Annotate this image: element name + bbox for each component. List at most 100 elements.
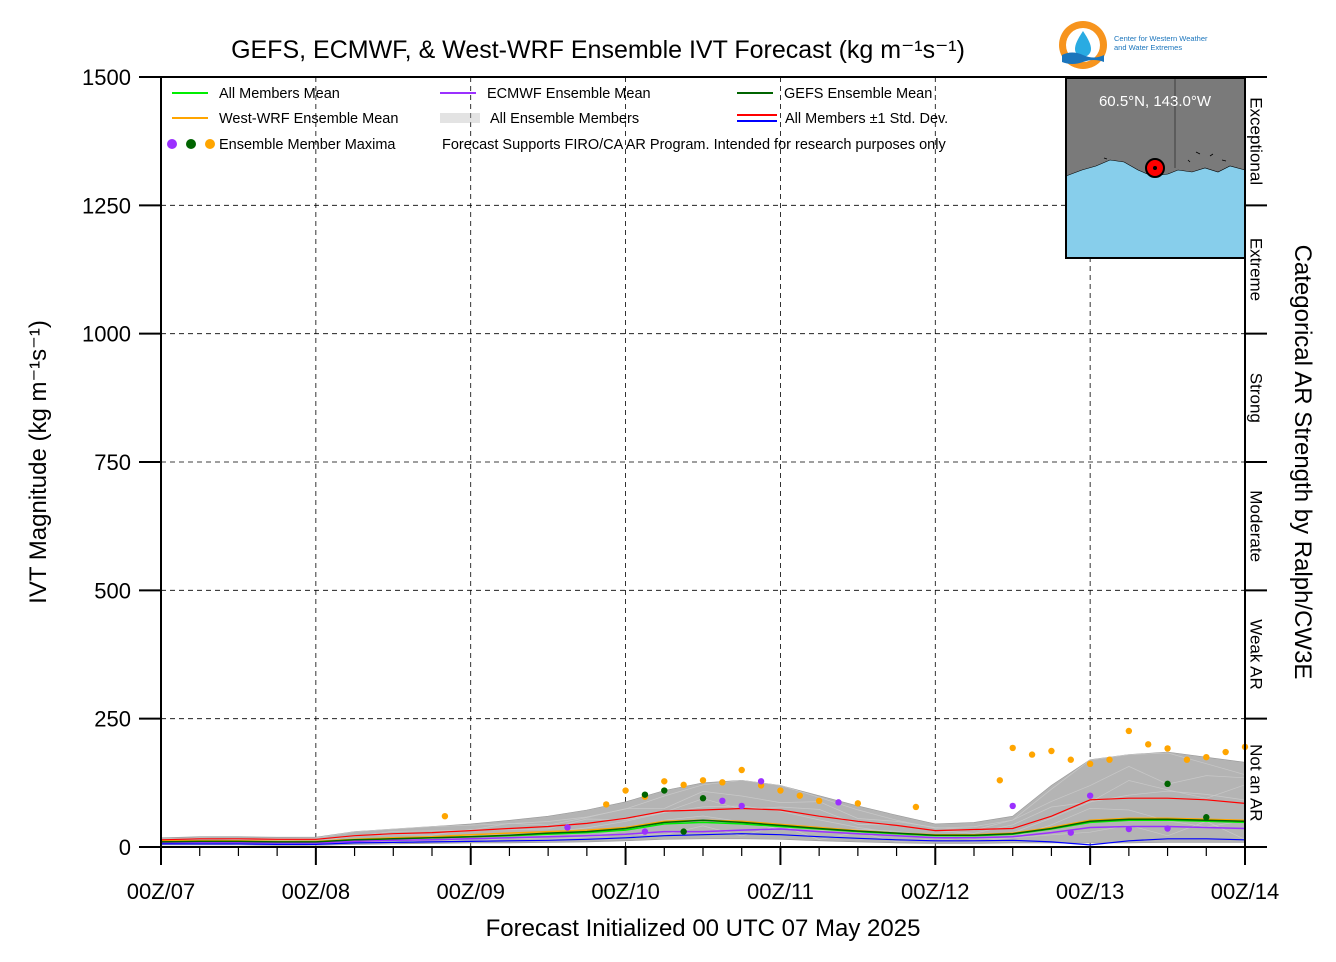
category-label: Strong: [1247, 373, 1266, 423]
maxima-point-west-wrf: [854, 800, 862, 807]
maxima-point-west-wrf: [1086, 760, 1094, 768]
legend-item-west-wrf-ensemble-mean: West-WRF Ensemble Mean: [172, 111, 398, 127]
series-line-gefs-ensemble-mean: [160, 818, 1246, 843]
maxima-point-gefs: [641, 791, 649, 798]
x-tick-label: 00Z/13: [1056, 879, 1125, 904]
x-tick-label: 00Z/12: [901, 879, 970, 904]
logo-wave: [1062, 52, 1104, 64]
inset-coords-label: 60.5°N, 143.0°W: [1099, 93, 1212, 110]
legend-item-all-members-mean: All Members Mean: [172, 86, 340, 102]
legend-item-ecmwf-ensemble-mean: ECMWF Ensemble Mean: [440, 86, 651, 102]
category-label: Exceptional: [1247, 97, 1266, 185]
logo-text-1: Center for Western Weather: [1114, 34, 1208, 43]
maxima-point-west-wrf: [622, 787, 629, 794]
y-tick-label: 750: [94, 450, 131, 475]
maxima-point-ecmwf: [1164, 825, 1171, 832]
maxima-point-west-wrf: [1164, 745, 1171, 752]
chart-title: GEFS, ECMWF, & West-WRF Ensemble IVT For…: [231, 36, 965, 64]
maxima-point-ecmwf: [835, 799, 842, 806]
maxima-point-west-wrf: [912, 803, 920, 811]
maxima-point-gefs: [661, 787, 668, 794]
legend: All Members Mean ECMWF Ensemble Mean GEFS …: [167, 86, 948, 153]
maxima-point-west-wrf: [815, 797, 823, 804]
maxima-point-west-wrf: [719, 779, 726, 786]
maxima-point-ecmwf: [738, 802, 745, 810]
y-tick-label: 1500: [82, 65, 131, 90]
legend-swatch-dot: [205, 139, 215, 149]
category-label: Not an AR: [1247, 744, 1266, 822]
logo-text-2: and Water Extremes: [1114, 43, 1182, 52]
logo-drop: [1075, 31, 1091, 57]
inset-location-dot: [1153, 166, 1157, 170]
maxima-point-west-wrf: [699, 777, 707, 784]
maxima-point-west-wrf: [1222, 748, 1229, 756]
maxima-point-gefs: [1203, 814, 1210, 821]
right-axis-label: Categorical AR Strength by Ralph/CW3E: [1289, 245, 1316, 680]
legend-label: ECMWF Ensemble Mean: [487, 86, 651, 102]
category-label: Moderate: [1247, 490, 1266, 562]
legend-swatch-dot: [186, 139, 196, 149]
maxima-point-west-wrf: [661, 778, 668, 785]
maxima-point-west-wrf: [996, 777, 1004, 784]
x-tick-label: 00Z/11: [747, 879, 814, 904]
maxima-point-west-wrf: [796, 792, 803, 799]
inset-map: 60.5°N, 143.0°W: [1065, 77, 1246, 259]
maxima-point-west-wrf: [1203, 753, 1210, 761]
maxima-point-west-wrf: [1183, 756, 1191, 763]
legend-label: All Members ±1 Std. Dev.: [785, 111, 948, 127]
category-label: Weak AR: [1247, 619, 1266, 690]
maxima-point-ecmwf: [564, 824, 571, 831]
legend-label: All Ensemble Members: [490, 111, 639, 127]
series-line-ecmwf-ensemble-mean: [160, 825, 1246, 844]
maxima-point-west-wrf: [1028, 751, 1036, 758]
maxima-point-west-wrf: [1106, 756, 1113, 763]
category-label: Extreme: [1247, 238, 1266, 301]
maxima-point-ecmwf: [1125, 825, 1133, 833]
y-tick-label: 1250: [82, 193, 131, 218]
maxima-point-west-wrf: [1125, 727, 1133, 735]
legend-label: West-WRF Ensemble Mean: [219, 111, 398, 127]
series-line-all-members-1-std-dev-upper: [160, 797, 1246, 841]
y-tick-label: 250: [94, 707, 131, 732]
series-line-all-members-1-std-dev-lower: [161, 833, 1246, 846]
legend-item-all-ensemble-members: All Ensemble Members: [440, 111, 639, 127]
ensemble-member-line: [160, 752, 1246, 840]
x-tick-label: 00Z/08: [282, 879, 351, 904]
inset-islands: [1103, 151, 1227, 163]
x-axis-label: Forecast Initialized 00 UTC 07 May 2025: [486, 915, 921, 942]
inset-land: [1065, 77, 1246, 177]
maxima-point-ecmwf: [1086, 792, 1094, 799]
maxima-point-ecmwf: [719, 797, 726, 804]
x-tick-label: 00Z/07: [127, 879, 196, 904]
maxima-point-ecmwf: [641, 828, 649, 835]
research-note: Forecast Supports FIRO/CA AR Program. In…: [442, 137, 946, 153]
maxima-point-ecmwf: [757, 778, 765, 785]
x-tick-label: 00Z/14: [1211, 879, 1280, 904]
legend-item-ensemble-member-maxima: Ensemble Member Maxima: [167, 137, 396, 153]
x-tick-label: 00Z/10: [591, 879, 660, 904]
y-axis-label: IVT Magnitude (kg m⁻¹s⁻¹): [25, 320, 52, 604]
legend-item-gefs-ensemble-mean: GEFS Ensemble Mean: [737, 86, 932, 102]
maxima-point-gefs: [699, 795, 707, 802]
maxima-point-ecmwf: [1009, 802, 1016, 810]
maxima-point-west-wrf: [738, 766, 745, 774]
cw3e-logo: Center for Western Weather and Water Ext…: [1059, 21, 1208, 69]
legend-item-all-members-1-std-dev: All Members ±1 Std. Dev.: [737, 111, 948, 127]
axes: 0 250 500 750 1000 1250 1500 00Z/07 00Z/08 00Z/09…: [82, 65, 1279, 904]
x-tick-label: 00Z/09: [436, 879, 505, 904]
legend-label: All Members Mean: [219, 86, 340, 102]
y-tick-label: 0: [119, 835, 131, 860]
maxima-point-west-wrf: [777, 787, 784, 794]
maxima-point-west-wrf: [1145, 741, 1152, 748]
inset-frame: [1065, 77, 1246, 259]
maxima-point-west-wrf: [680, 781, 687, 789]
maxima-point-west-wrf: [441, 813, 449, 820]
plot-area: [160, 77, 1249, 847]
maxima-point-ecmwf: [1067, 829, 1074, 836]
maxima-point-west-wrf: [1067, 756, 1074, 763]
y-tick-label: 1000: [82, 322, 131, 347]
maxima-point-gefs: [680, 828, 687, 835]
legend-label: GEFS Ensemble Mean: [784, 86, 932, 102]
maxima-point-west-wrf: [1009, 744, 1016, 752]
